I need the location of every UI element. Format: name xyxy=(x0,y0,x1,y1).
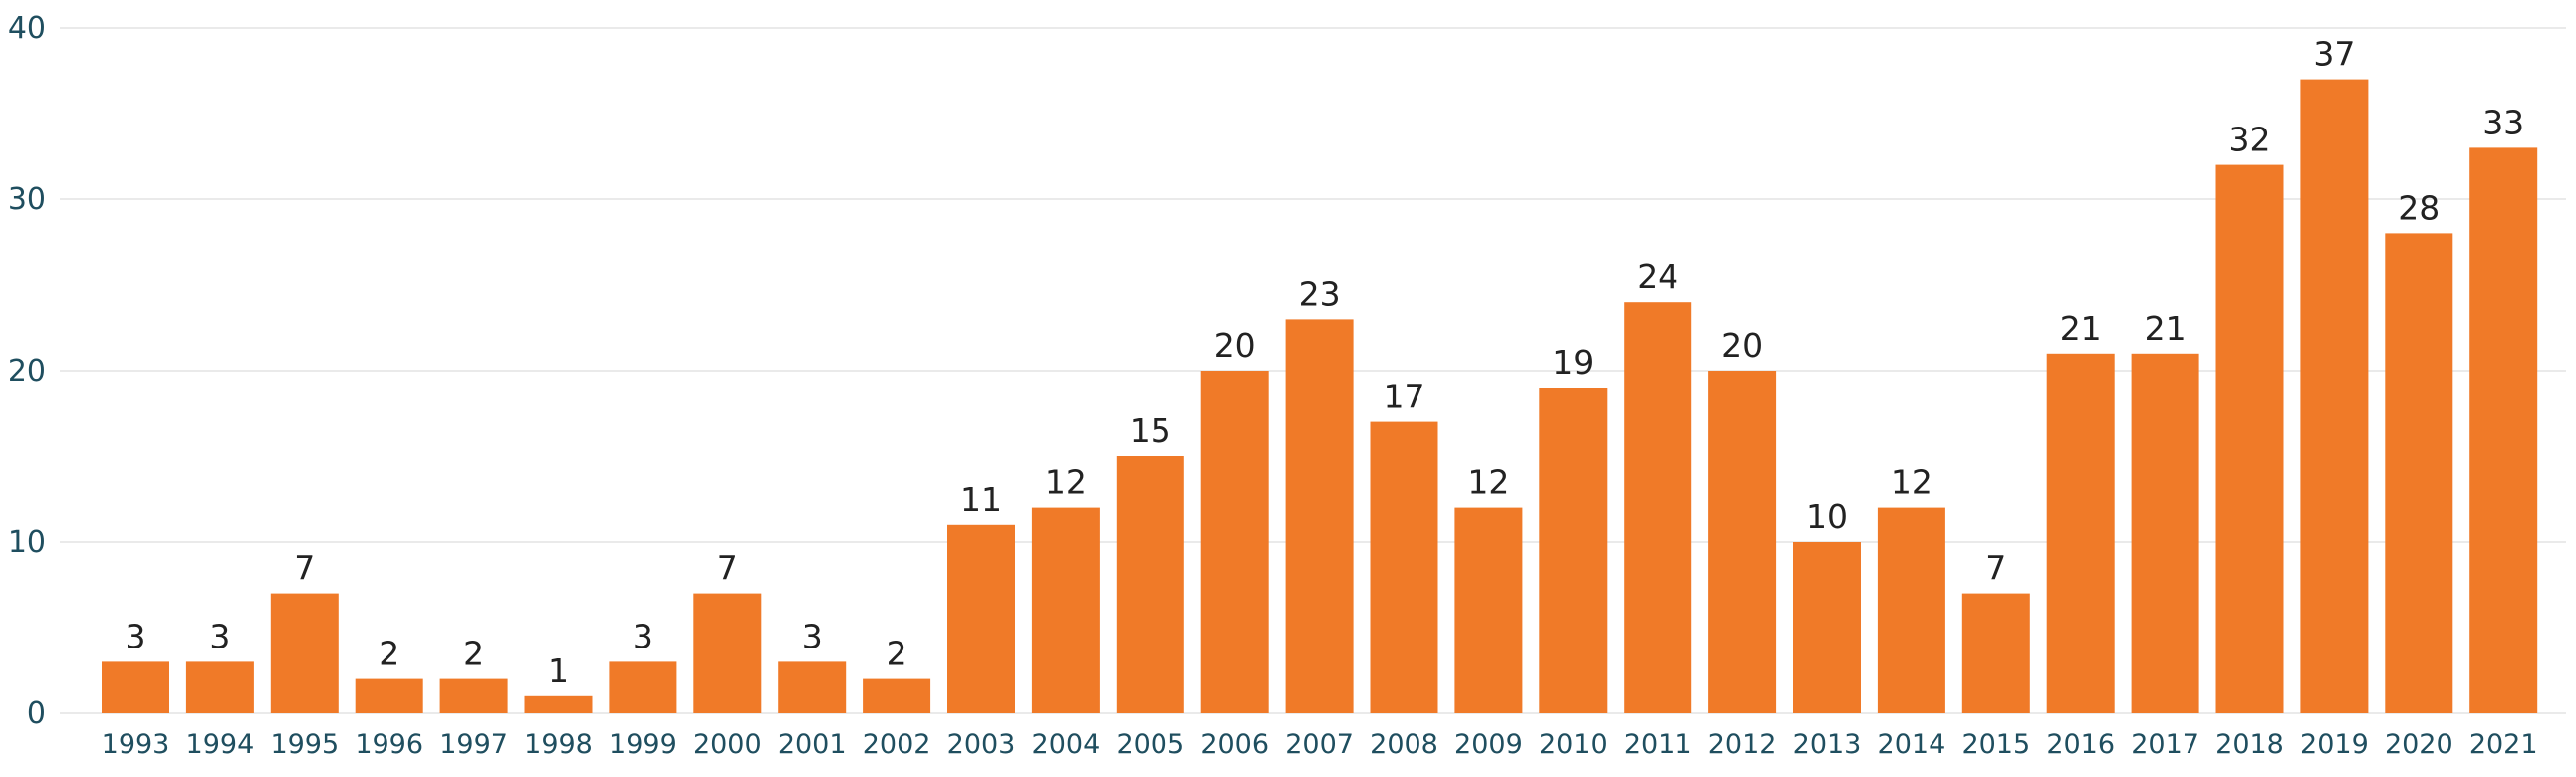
data-label: 10 xyxy=(1806,497,1848,536)
x-tick-label: 2016 xyxy=(2046,729,2115,760)
bar-2013 xyxy=(1793,542,1861,713)
x-tick-label: 1996 xyxy=(355,729,423,760)
bar-2014 xyxy=(1877,507,1945,713)
x-tick-label: 2001 xyxy=(778,729,847,760)
x-tick-label: 2020 xyxy=(2385,729,2453,760)
x-tick-label: 2015 xyxy=(1961,729,2030,760)
x-tick-label: 2011 xyxy=(1624,729,1692,760)
bar-2005 xyxy=(1116,456,1184,713)
bar-2019 xyxy=(2300,79,2369,714)
x-tick-label: 2021 xyxy=(2469,729,2538,760)
y-axis-ticks: 0 10 20 30 40 xyxy=(8,11,46,731)
data-label: 2 xyxy=(887,635,907,673)
bar-2010 xyxy=(1539,388,1608,713)
x-tick-label: 2003 xyxy=(947,729,1016,760)
y-tick-label: 30 xyxy=(8,182,46,217)
bar-2015 xyxy=(1961,593,2030,713)
data-label: 20 xyxy=(1721,326,1763,365)
data-label: 3 xyxy=(126,617,146,655)
data-label: 11 xyxy=(960,480,1002,519)
x-tick-label: 1995 xyxy=(270,729,339,760)
bar-2006 xyxy=(1200,371,1269,713)
bar-2002 xyxy=(863,678,931,713)
bar-2008 xyxy=(1370,421,1438,713)
x-axis-ticks: 1993 1994 1995 1996 1997 1998 1999 2000 2001 2002… xyxy=(102,729,2538,760)
x-tick-label: 2012 xyxy=(1708,729,1777,760)
bar-1995 xyxy=(270,593,339,713)
y-tick-label: 0 xyxy=(27,696,46,731)
x-tick-label: 2005 xyxy=(1116,729,1184,760)
data-label: 3 xyxy=(209,617,230,655)
bar-1997 xyxy=(439,678,508,713)
data-label: 21 xyxy=(2145,309,2187,348)
x-tick-label: 2019 xyxy=(2300,729,2369,760)
x-tick-label: 1999 xyxy=(609,729,677,760)
data-label: 23 xyxy=(1299,274,1341,313)
bar-1998 xyxy=(524,695,593,713)
x-tick-label: 2008 xyxy=(1370,729,1438,760)
bar-2009 xyxy=(1454,507,1523,713)
bar-2001 xyxy=(778,661,847,713)
data-label: 17 xyxy=(1384,378,1425,416)
data-label: 24 xyxy=(1637,257,1678,296)
y-tick-label: 40 xyxy=(8,11,46,46)
x-tick-label: 1994 xyxy=(186,729,255,760)
data-label: 28 xyxy=(2398,188,2440,227)
data-label: 2 xyxy=(463,635,484,673)
data-label: 32 xyxy=(2229,121,2271,159)
x-tick-label: 2010 xyxy=(1539,729,1608,760)
data-label: 7 xyxy=(294,549,315,588)
x-tick-label: 1997 xyxy=(439,729,508,760)
y-tick-label: 20 xyxy=(8,354,46,388)
x-tick-label: 2018 xyxy=(2215,729,2284,760)
x-tick-label: 1993 xyxy=(102,729,170,760)
x-tick-label: 2007 xyxy=(1285,729,1354,760)
x-tick-label: 1998 xyxy=(524,729,593,760)
data-label: 33 xyxy=(2482,103,2524,141)
bar-2011 xyxy=(1624,302,1692,713)
bar-2016 xyxy=(2046,353,2115,713)
bars xyxy=(102,79,2538,714)
bar-2021 xyxy=(2469,147,2538,713)
x-tick-label: 2017 xyxy=(2131,729,2199,760)
x-tick-label: 2014 xyxy=(1878,729,1946,760)
data-label: 7 xyxy=(1985,549,2006,588)
bar-1993 xyxy=(102,661,169,713)
bar-2007 xyxy=(1285,319,1354,713)
data-label: 3 xyxy=(802,617,823,655)
data-label: 12 xyxy=(1045,463,1087,502)
data-label: 20 xyxy=(1214,326,1256,365)
x-tick-label: 2006 xyxy=(1200,729,1269,760)
data-label: 3 xyxy=(633,617,653,655)
data-label: 21 xyxy=(2060,309,2102,348)
x-tick-label: 2002 xyxy=(863,729,931,760)
bar-1994 xyxy=(185,661,254,713)
bar-1999 xyxy=(609,661,677,713)
x-tick-label: 2013 xyxy=(1793,729,1862,760)
x-tick-label: 2000 xyxy=(693,729,762,760)
bar-2020 xyxy=(2385,233,2453,713)
data-label: 19 xyxy=(1552,343,1594,382)
data-label: 7 xyxy=(717,549,738,588)
x-tick-label: 2009 xyxy=(1454,729,1523,760)
data-label: 12 xyxy=(1891,463,1932,502)
y-tick-label: 10 xyxy=(8,525,46,560)
bar-2000 xyxy=(693,593,762,713)
bar-2012 xyxy=(1708,371,1777,713)
bar-2017 xyxy=(2131,353,2199,713)
x-tick-label: 2004 xyxy=(1032,729,1101,760)
bar-2004 xyxy=(1031,507,1100,713)
data-label: 2 xyxy=(379,635,399,673)
data-label: 1 xyxy=(548,651,569,690)
data-label: 37 xyxy=(2313,35,2355,74)
data-label: 12 xyxy=(1467,463,1509,502)
bar-1996 xyxy=(355,678,423,713)
data-label: 15 xyxy=(1130,411,1171,450)
bar-2018 xyxy=(2215,164,2284,714)
bar-2003 xyxy=(947,524,1015,713)
